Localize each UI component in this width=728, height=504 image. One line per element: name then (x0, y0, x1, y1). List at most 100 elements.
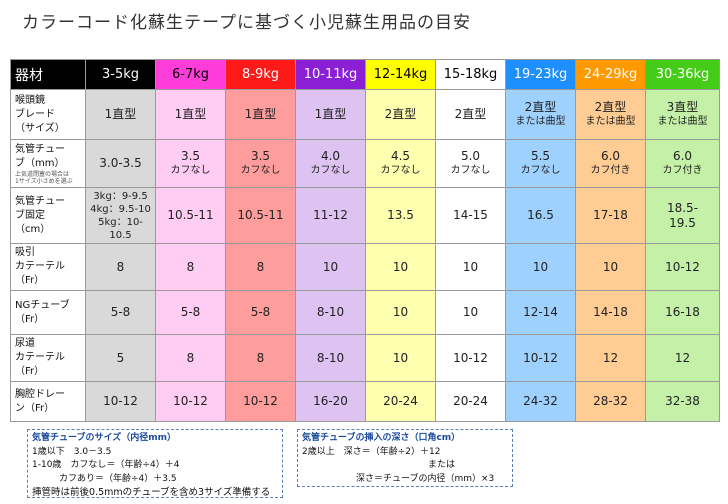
table-cell: 10-12 (645, 243, 720, 291)
header-label: 器材 (10, 59, 86, 90)
table-cell: 2直型 (365, 89, 436, 140)
note-tube-depth-line: 2歳以上 深さ＝（年齢÷2）＋12 (302, 446, 441, 457)
cell-value: 3直型 (666, 100, 699, 114)
cell-value: 16-20 (313, 394, 348, 408)
cell-value: 10-12 (173, 394, 208, 408)
table-cell: 3直型 または曲型 (645, 89, 720, 140)
cell-value: 1直型 (314, 107, 347, 121)
table-cell: 3kg：9-9.5 4kg：9.5-10 5kg：10- 10.5 (85, 187, 156, 244)
cell-subvalue: カフ付き (590, 165, 631, 176)
table-cell: 3.5 カフなし (155, 139, 226, 188)
row-label-line: カテーテル (15, 352, 65, 363)
cell-value: 8 (186, 259, 195, 274)
cell-value: 2直型 (384, 107, 417, 121)
note-tube-size-line: 1-10歳 カフなし＝（年齢÷4）＋4 (32, 460, 180, 470)
cell-value: 4.0 (320, 149, 341, 163)
cell-subvalue: カフなし (310, 165, 351, 176)
cell-value: 3.5 (250, 149, 271, 163)
row-label-line: 胸腔ドレー (15, 388, 65, 400)
cell-value: 1直型 (174, 107, 207, 121)
table-cell: 3.5 カフなし (225, 139, 296, 188)
cell-value: 10 (322, 259, 339, 274)
table-cell: 2直型 または曲型 (575, 89, 646, 140)
cell-value: 28-32 (593, 394, 628, 408)
cell-subvalue: カフなし (380, 165, 421, 176)
note-tube-size-line: 1歳以下 3.0－3.5 (32, 446, 112, 457)
cell-value: 1直型 (104, 107, 137, 121)
row-label-line: カテーテル (15, 261, 65, 272)
table-cell: 5-8 (155, 290, 226, 335)
cell-value: 20-24 (383, 394, 418, 408)
cell-line: 10.5 (109, 229, 132, 241)
cell-subvalue: カフなし (170, 165, 211, 176)
row-label-line: ブレード (15, 108, 55, 120)
table-cell: 24-32 (505, 381, 576, 422)
cell-value: 32-38 (665, 394, 700, 408)
cell-line: 3kg：9-9.5 (93, 190, 148, 202)
cell-subvalue: カフなし (520, 165, 561, 176)
row-label-line: 喉頭鏡 (15, 94, 45, 106)
table-cell: 17-18 (575, 187, 646, 244)
cell-value: 10 (392, 305, 409, 319)
cell-value: 4.5 (390, 149, 411, 163)
weight-column-header: 6-7kg (155, 59, 226, 90)
row-tube-fixation: 気管チュー ブ固定 （cm） 3kg：9-9.5 4kg：9.5-10 5kg：10- 10… (10, 187, 720, 244)
cell-value: 6.0 (600, 149, 621, 163)
cell-subvalue: または曲型 (585, 116, 636, 127)
cell-value: 3.0-3.5 (99, 156, 142, 170)
table-cell: 10 (365, 243, 436, 291)
cell-value: 10 (462, 259, 479, 274)
weight-column-header: 24-29kg (575, 59, 646, 90)
row-label-line: 尿道 (15, 338, 35, 349)
cell-value: 10 (532, 259, 549, 274)
row-et-tube: 気管チュー ブ（mm） 上気道閉塞の場合は 1サイズ小さめを選ぶ 3.0-3.5 3.5 カ… (10, 139, 720, 188)
table-cell: 8-10 (295, 334, 366, 382)
cell-value: 8 (116, 259, 125, 274)
table-cell: 11-12 (295, 187, 366, 244)
weight-column-header: 8-9kg (225, 59, 296, 90)
table-cell: 8 (155, 334, 226, 382)
table-cell: 32-38 (645, 381, 720, 422)
cell-value: 10 (392, 350, 409, 365)
weight-column-header: 10-11kg (295, 59, 366, 90)
row-ng-tube: NGチューブ （Fr） 5-8 5-8 5-8 8-10 10 10 12-14 14-18 16-… (10, 290, 720, 335)
cell-subvalue: カフ付き (662, 165, 703, 176)
row-label-line: 気管チュー (15, 143, 65, 155)
cell-value: 10 (602, 259, 619, 274)
header-row: 器材 3-5kg 6-7kg 8-9kg 10-11kg 12-14kg 15-18kg 1… (10, 59, 720, 90)
cell-value-continued: 19.5 (669, 215, 696, 230)
row-label: 気管チュー ブ固定 （cm） (10, 187, 86, 244)
note-tube-depth-line: 深さ＝チューブの内径（mm）×3 (302, 473, 495, 484)
table-cell: 10 (575, 243, 646, 291)
cell-value: 8 (256, 259, 265, 274)
table-cell: 10.5-11 (155, 187, 226, 244)
row-label-line: ブ（mm） (15, 157, 65, 169)
table-cell: 10 (295, 243, 366, 291)
table-cell: 12-14 (505, 290, 576, 335)
table-cell: 4.0 カフなし (295, 139, 366, 188)
cell-value: 14-15 (453, 208, 488, 222)
cell-value: 20-24 (453, 394, 488, 408)
cell-subvalue: または曲型 (515, 116, 566, 127)
cell-value: 5 (116, 350, 125, 365)
cell-value: 1直型 (244, 107, 277, 121)
table-cell: 1直型 (155, 89, 226, 140)
cell-value: 10-12 (243, 394, 278, 408)
table-cell: 8 (155, 243, 226, 291)
table-cell: 28-32 (575, 381, 646, 422)
row-label-note: 1サイズ小さめを選ぶ (15, 177, 73, 185)
table-cell: 3.0-3.5 (85, 139, 156, 188)
weight-column-header: 3-5kg (85, 59, 156, 90)
cell-line: 5kg：10- (98, 216, 143, 228)
weight-column-header: 12-14kg (365, 59, 436, 90)
row-label-line: NGチューブ (15, 299, 70, 311)
cell-value: 16-18 (665, 305, 700, 319)
table-cell: 1直型 (85, 89, 156, 140)
row-label: 胸腔ドレー ン（Fr） (10, 381, 86, 422)
table-cell: 13.5 (365, 187, 436, 244)
table-cell: 5.0 カフなし (435, 139, 506, 188)
cell-value: 5-8 (180, 305, 201, 319)
cell-value: 5.5 (530, 149, 551, 163)
note-tube-depth-line: または (302, 460, 456, 470)
cell-value: 17-18 (593, 208, 628, 222)
